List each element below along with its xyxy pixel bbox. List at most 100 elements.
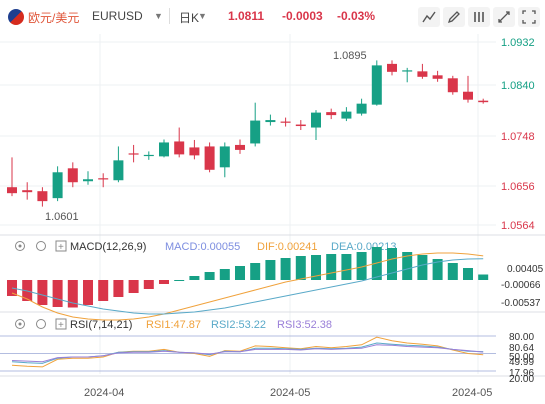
fullscreen-icon [522, 10, 536, 24]
divider [169, 8, 170, 24]
draw-line-icon [422, 11, 436, 23]
chevron-down-icon[interactable]: ▼ [154, 11, 163, 21]
candle-body [113, 160, 124, 181]
pen-button[interactable] [468, 7, 490, 27]
candle-body [402, 70, 413, 72]
candle-body [52, 172, 63, 199]
macd-bar [219, 269, 230, 280]
macd-legend: + MACD(12,26,9) MACD:0.00055 DIF:0.00241… [15, 240, 396, 253]
settings-icon [498, 11, 510, 23]
rsi-tick: 20.00 [509, 374, 534, 385]
plus-glyph: + [58, 320, 64, 331]
rsi1-line [11, 336, 484, 368]
plus-box-icon[interactable] [55, 318, 67, 330]
low-annotation: 1.0601 [45, 211, 79, 223]
price-change-pct: -0.03% [337, 9, 376, 23]
candle-body [311, 112, 321, 128]
symbol-selector[interactable]: EURUSD [92, 9, 143, 23]
candle-body [235, 144, 245, 150]
candle-body [250, 120, 261, 144]
price-change: -0.0003 [282, 9, 323, 23]
plus-box-icon[interactable] [55, 240, 67, 252]
macd-bar [463, 268, 473, 280]
rsi-tick: 80.64 [509, 343, 534, 354]
candle-body [326, 112, 337, 116]
candle-body [189, 147, 200, 156]
pair-name[interactable]: 欧元/美元 [28, 11, 80, 25]
brush-button[interactable] [443, 7, 465, 27]
candle-body [417, 71, 428, 77]
macd-tick: -0.00066 [501, 280, 541, 291]
macd-bar [356, 252, 367, 280]
macd-tick: 0.00405 [507, 264, 544, 275]
dif-value: DIF:0.00241 [257, 241, 318, 253]
macd-bar [341, 254, 352, 280]
candle-body [341, 111, 352, 119]
time-tick: 2024-04 [84, 387, 124, 399]
eye-icon[interactable] [15, 319, 25, 329]
macd-bar [402, 252, 413, 280]
rsi-tick: 80.00 [509, 332, 534, 343]
macd-bar [174, 280, 185, 281]
dea-value: DEA:0.00213 [331, 241, 396, 253]
price-tick: 1.0564 [501, 220, 535, 232]
candle-body [447, 78, 458, 93]
period-selector[interactable]: 日K [179, 11, 200, 25]
macd-bar [98, 280, 109, 301]
chart-area[interactable]: 1.0932 1.0840 1.0748 1.0656 1.0564 1.089… [0, 34, 545, 404]
macd-bar [67, 280, 78, 308]
macd-bar [387, 248, 397, 280]
macd-bar [265, 260, 276, 280]
macd-bar [432, 259, 443, 280]
candle-body [356, 103, 367, 114]
plus-glyph: + [58, 242, 64, 253]
candle-body [159, 142, 169, 157]
candle-body [83, 179, 93, 182]
settings-button[interactable] [493, 7, 515, 27]
pen-icon [474, 12, 484, 22]
chevron-down-icon[interactable]: ▼ [198, 11, 207, 21]
macd-bar [159, 280, 169, 284]
price-tick: 1.0748 [501, 131, 535, 143]
time-tick: 2024-05 [270, 387, 310, 399]
rsi1-value: RSI1:47.87 [146, 319, 201, 331]
macd-bar [235, 266, 245, 280]
macd-bar [250, 263, 261, 280]
gear-icon[interactable] [36, 241, 46, 251]
candle-body [463, 91, 473, 100]
macd-bar [295, 256, 306, 280]
candle-body [67, 168, 78, 183]
eye-icon[interactable] [15, 241, 25, 251]
macd-bar [478, 274, 489, 280]
candle-body [219, 146, 230, 168]
gear-icon[interactable] [36, 319, 46, 329]
dea-line [11, 258, 484, 315]
rsi-legend: + RSI(7,14,21) RSI1:47.87 RSI2:53.22 RSI… [15, 318, 332, 331]
candle-body [265, 120, 276, 123]
macd-bar [37, 280, 48, 305]
fullscreen-button[interactable] [518, 7, 540, 27]
candle-body [432, 75, 443, 79]
draw-line-button[interactable] [418, 7, 440, 27]
last-price: 1.0811 [228, 9, 265, 23]
candle-body [174, 141, 185, 155]
rsi2-value: RSI2:53.22 [211, 319, 266, 331]
candles [7, 60, 489, 207]
candle-body [295, 124, 306, 127]
macd-value: MACD:0.00055 [165, 241, 240, 253]
macd-tick: -0.00537 [501, 298, 541, 309]
candle-body [478, 100, 489, 103]
candle-body [98, 178, 109, 180]
dif-line [11, 252, 484, 321]
eye-icon-pupil [18, 244, 22, 248]
chart-header: 欧元/美元 EURUSD ▼ 日K ▼ 1.0811 -0.0003 -0.03… [0, 0, 545, 34]
rsi-tick: 50.00 [509, 352, 534, 363]
macd-bar [143, 280, 154, 289]
eye-icon-pupil [18, 322, 22, 326]
macd-bar [311, 255, 321, 280]
rsi3-value: RSI3:52.38 [277, 319, 332, 331]
macd-bar [204, 272, 215, 280]
price-tick: 1.0840 [501, 80, 535, 92]
candle-body [143, 154, 154, 157]
macd-pane [7, 247, 489, 321]
